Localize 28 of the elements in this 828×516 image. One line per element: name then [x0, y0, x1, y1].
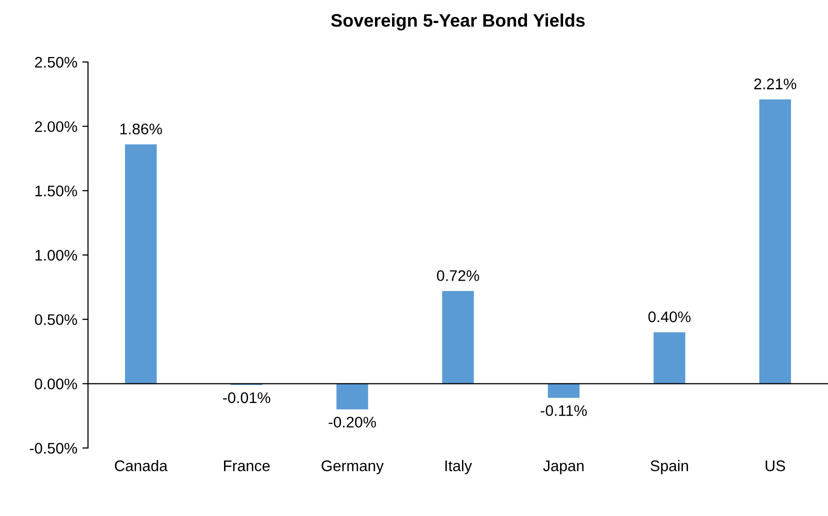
x-tick-label: Spain — [650, 460, 688, 474]
y-tick-label: 2.50% — [35, 56, 78, 68]
bar — [125, 144, 157, 384]
y-tick-label: 1.50% — [35, 186, 78, 196]
bar — [548, 384, 580, 398]
data-label: -0.01% — [223, 392, 270, 404]
data-label: 0.72% — [436, 270, 480, 282]
y-tick-label: 0.50% — [34, 314, 78, 326]
bar — [759, 99, 791, 384]
bar — [336, 384, 368, 410]
x-tick-label: Germany — [322, 460, 384, 474]
data-label: 2.21% — [754, 78, 796, 90]
data-label: 1.86% — [120, 124, 162, 134]
x-tick-label: Japan — [543, 460, 584, 474]
x-tick-label: France — [224, 460, 270, 472]
data-label: 0.40% — [648, 311, 691, 322]
chart-title: Sovereign 5-Year Bond Yields — [331, 14, 585, 30]
y-tick-label: -0.50% — [30, 442, 78, 454]
y-tick-label: 0.00% — [34, 378, 78, 390]
x-tick-label: US — [766, 460, 786, 472]
bar — [442, 291, 474, 384]
y-tick-label: 2.00% — [35, 121, 78, 132]
data-label: -0.11% — [540, 405, 587, 416]
x-tick-label: Canada — [114, 460, 168, 472]
bar — [654, 332, 686, 384]
data-label: -0.20% — [328, 416, 376, 428]
y-tick-label: 1.00% — [35, 250, 78, 261]
x-tick-label: Italy — [445, 460, 472, 474]
